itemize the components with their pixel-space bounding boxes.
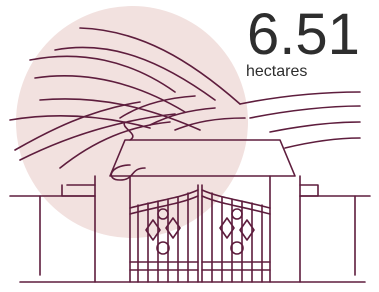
stat-unit: hectares (246, 63, 307, 80)
stat-value: 6.51 (247, 2, 360, 67)
sun-circle (16, 6, 248, 238)
illustration: 6.51 hectares (0, 0, 379, 292)
page: 6.51 hectares (() => { const data = JSON… (0, 0, 379, 292)
